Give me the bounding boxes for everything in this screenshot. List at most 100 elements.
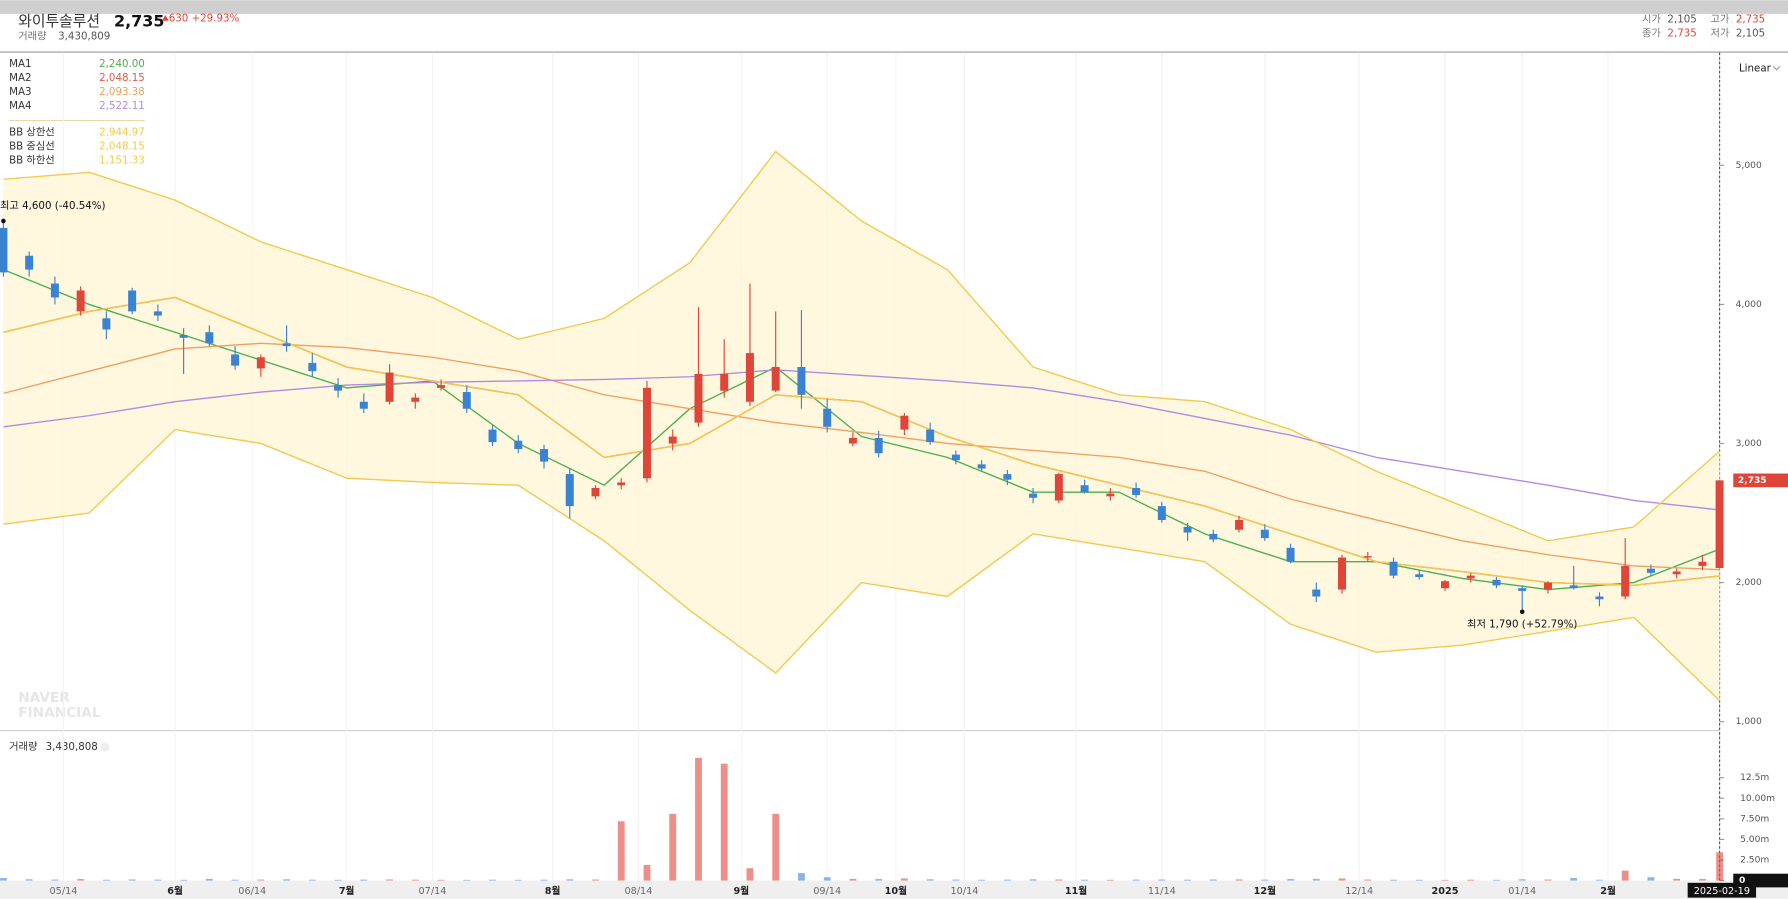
volume-y-tick-label: 2.50m (1740, 855, 1769, 865)
volume-bar (566, 879, 574, 881)
price-change: 630 (169, 12, 189, 24)
top-band (0, 0, 1788, 14)
x-tick-label: 7월 (339, 885, 355, 897)
x-tick-label: 05/14 (50, 886, 78, 897)
extreme-label: 최저 1,790 (+52.79%) (1467, 618, 1577, 630)
volume-bar (772, 813, 780, 881)
volume-bar (1518, 879, 1526, 881)
quote-label: 시가 (1642, 14, 1661, 26)
x-tick-label: 8월 (545, 885, 561, 897)
indicator-line (3, 369, 1720, 511)
candle-body (334, 385, 343, 391)
legend-value: 2,522.11 (99, 100, 145, 112)
candle-body (308, 362, 317, 372)
candle-body (668, 436, 677, 444)
candle-body (179, 335, 188, 338)
candle-body (874, 437, 883, 454)
candle-body (1054, 474, 1063, 501)
volume-bar (1338, 878, 1346, 881)
volume-bar (128, 879, 136, 881)
scale-toggle[interactable]: Linear (1739, 63, 1772, 75)
candle-body (951, 454, 960, 461)
candle-body (437, 385, 446, 388)
volume-bar (1312, 878, 1320, 881)
candle-body (385, 372, 394, 402)
legend-value: 2,944.97 (99, 126, 145, 138)
candle-body (1389, 561, 1398, 576)
quote-label: 고가 (1710, 14, 1729, 26)
candle-body (50, 283, 59, 298)
candle-body (1415, 574, 1424, 578)
legend-name: BB 하한선 (9, 154, 55, 167)
x-tick-label: 2월 (1600, 885, 1616, 897)
watermark: NAVER (18, 690, 70, 706)
legend-name: MA3 (9, 86, 31, 98)
volume-bar (231, 879, 239, 881)
legend-name: MA1 (9, 58, 31, 70)
candle-body (745, 353, 754, 402)
y-tick-label: 1,000 (1736, 717, 1762, 727)
candle-body (565, 474, 574, 507)
volume-bar (1596, 879, 1603, 881)
volume-bar (978, 879, 986, 881)
x-tick-label: 10/14 (951, 886, 979, 897)
quote-value: 2,105 (1667, 14, 1696, 26)
y-tick-label: 5,000 (1736, 161, 1762, 171)
x-tick-label: 11/14 (1148, 886, 1176, 897)
volume-bar (1261, 879, 1269, 881)
legend-value: 2,240.00 (99, 58, 145, 70)
volume-bar (720, 763, 728, 881)
legend-name: MA4 (9, 100, 31, 112)
volume-bar (1441, 879, 1449, 881)
quote-value: 2,105 (1736, 27, 1765, 39)
volume-bar (154, 879, 162, 881)
candle-body (1209, 533, 1218, 540)
indicator-line (3, 269, 1720, 591)
candle-body (1715, 480, 1724, 568)
candle-body (1363, 556, 1372, 558)
stock-name: 와이투솔루션 (18, 13, 100, 30)
volume-bar (205, 878, 213, 881)
plot-lines (3, 150, 1721, 702)
candle-body (1646, 568, 1655, 573)
candle-body (76, 290, 85, 312)
volume-bar (592, 879, 599, 881)
x-tick-label: 2025 (1432, 886, 1459, 897)
volume-bar (1390, 879, 1397, 881)
legend-value: 2,093.38 (99, 86, 145, 98)
extreme-marker (1, 218, 6, 224)
candle-body (977, 464, 986, 469)
candle-body (1080, 485, 1089, 493)
volume-bar (1467, 879, 1475, 881)
x-axis-band (0, 880, 1788, 899)
volume-bar (1106, 879, 1114, 881)
x-tick-label: 6월 (167, 885, 183, 897)
price-change-pct: +29.93% (192, 12, 240, 24)
candle-body (1029, 493, 1038, 498)
candle-body (797, 367, 806, 395)
candle-body (1338, 557, 1347, 590)
volume-bar (1621, 870, 1629, 881)
candle-body (1260, 529, 1269, 539)
candle-body (128, 290, 137, 312)
volume-bar (875, 879, 883, 881)
volume-bar (386, 879, 393, 881)
volume-bar (617, 821, 625, 881)
volume-bar (1673, 878, 1681, 881)
indicator-line (3, 428, 1721, 702)
legend-value: 1,151.33 (99, 155, 145, 167)
volume-bar (1544, 879, 1552, 881)
date-tag-label: 2025-02-19 (1694, 886, 1750, 897)
candle-body (1106, 493, 1115, 497)
volume-bar (308, 879, 316, 881)
price-tag-label: 2,735 (1738, 476, 1767, 486)
settings-icon[interactable] (100, 742, 110, 752)
candle-body (694, 373, 703, 423)
volume-bar (823, 877, 831, 881)
candle-body (1569, 585, 1578, 589)
extreme-label: 최고 4,600 (-40.54%) (0, 200, 106, 212)
volume-bar (952, 879, 960, 881)
indicator-line (3, 150, 1721, 542)
